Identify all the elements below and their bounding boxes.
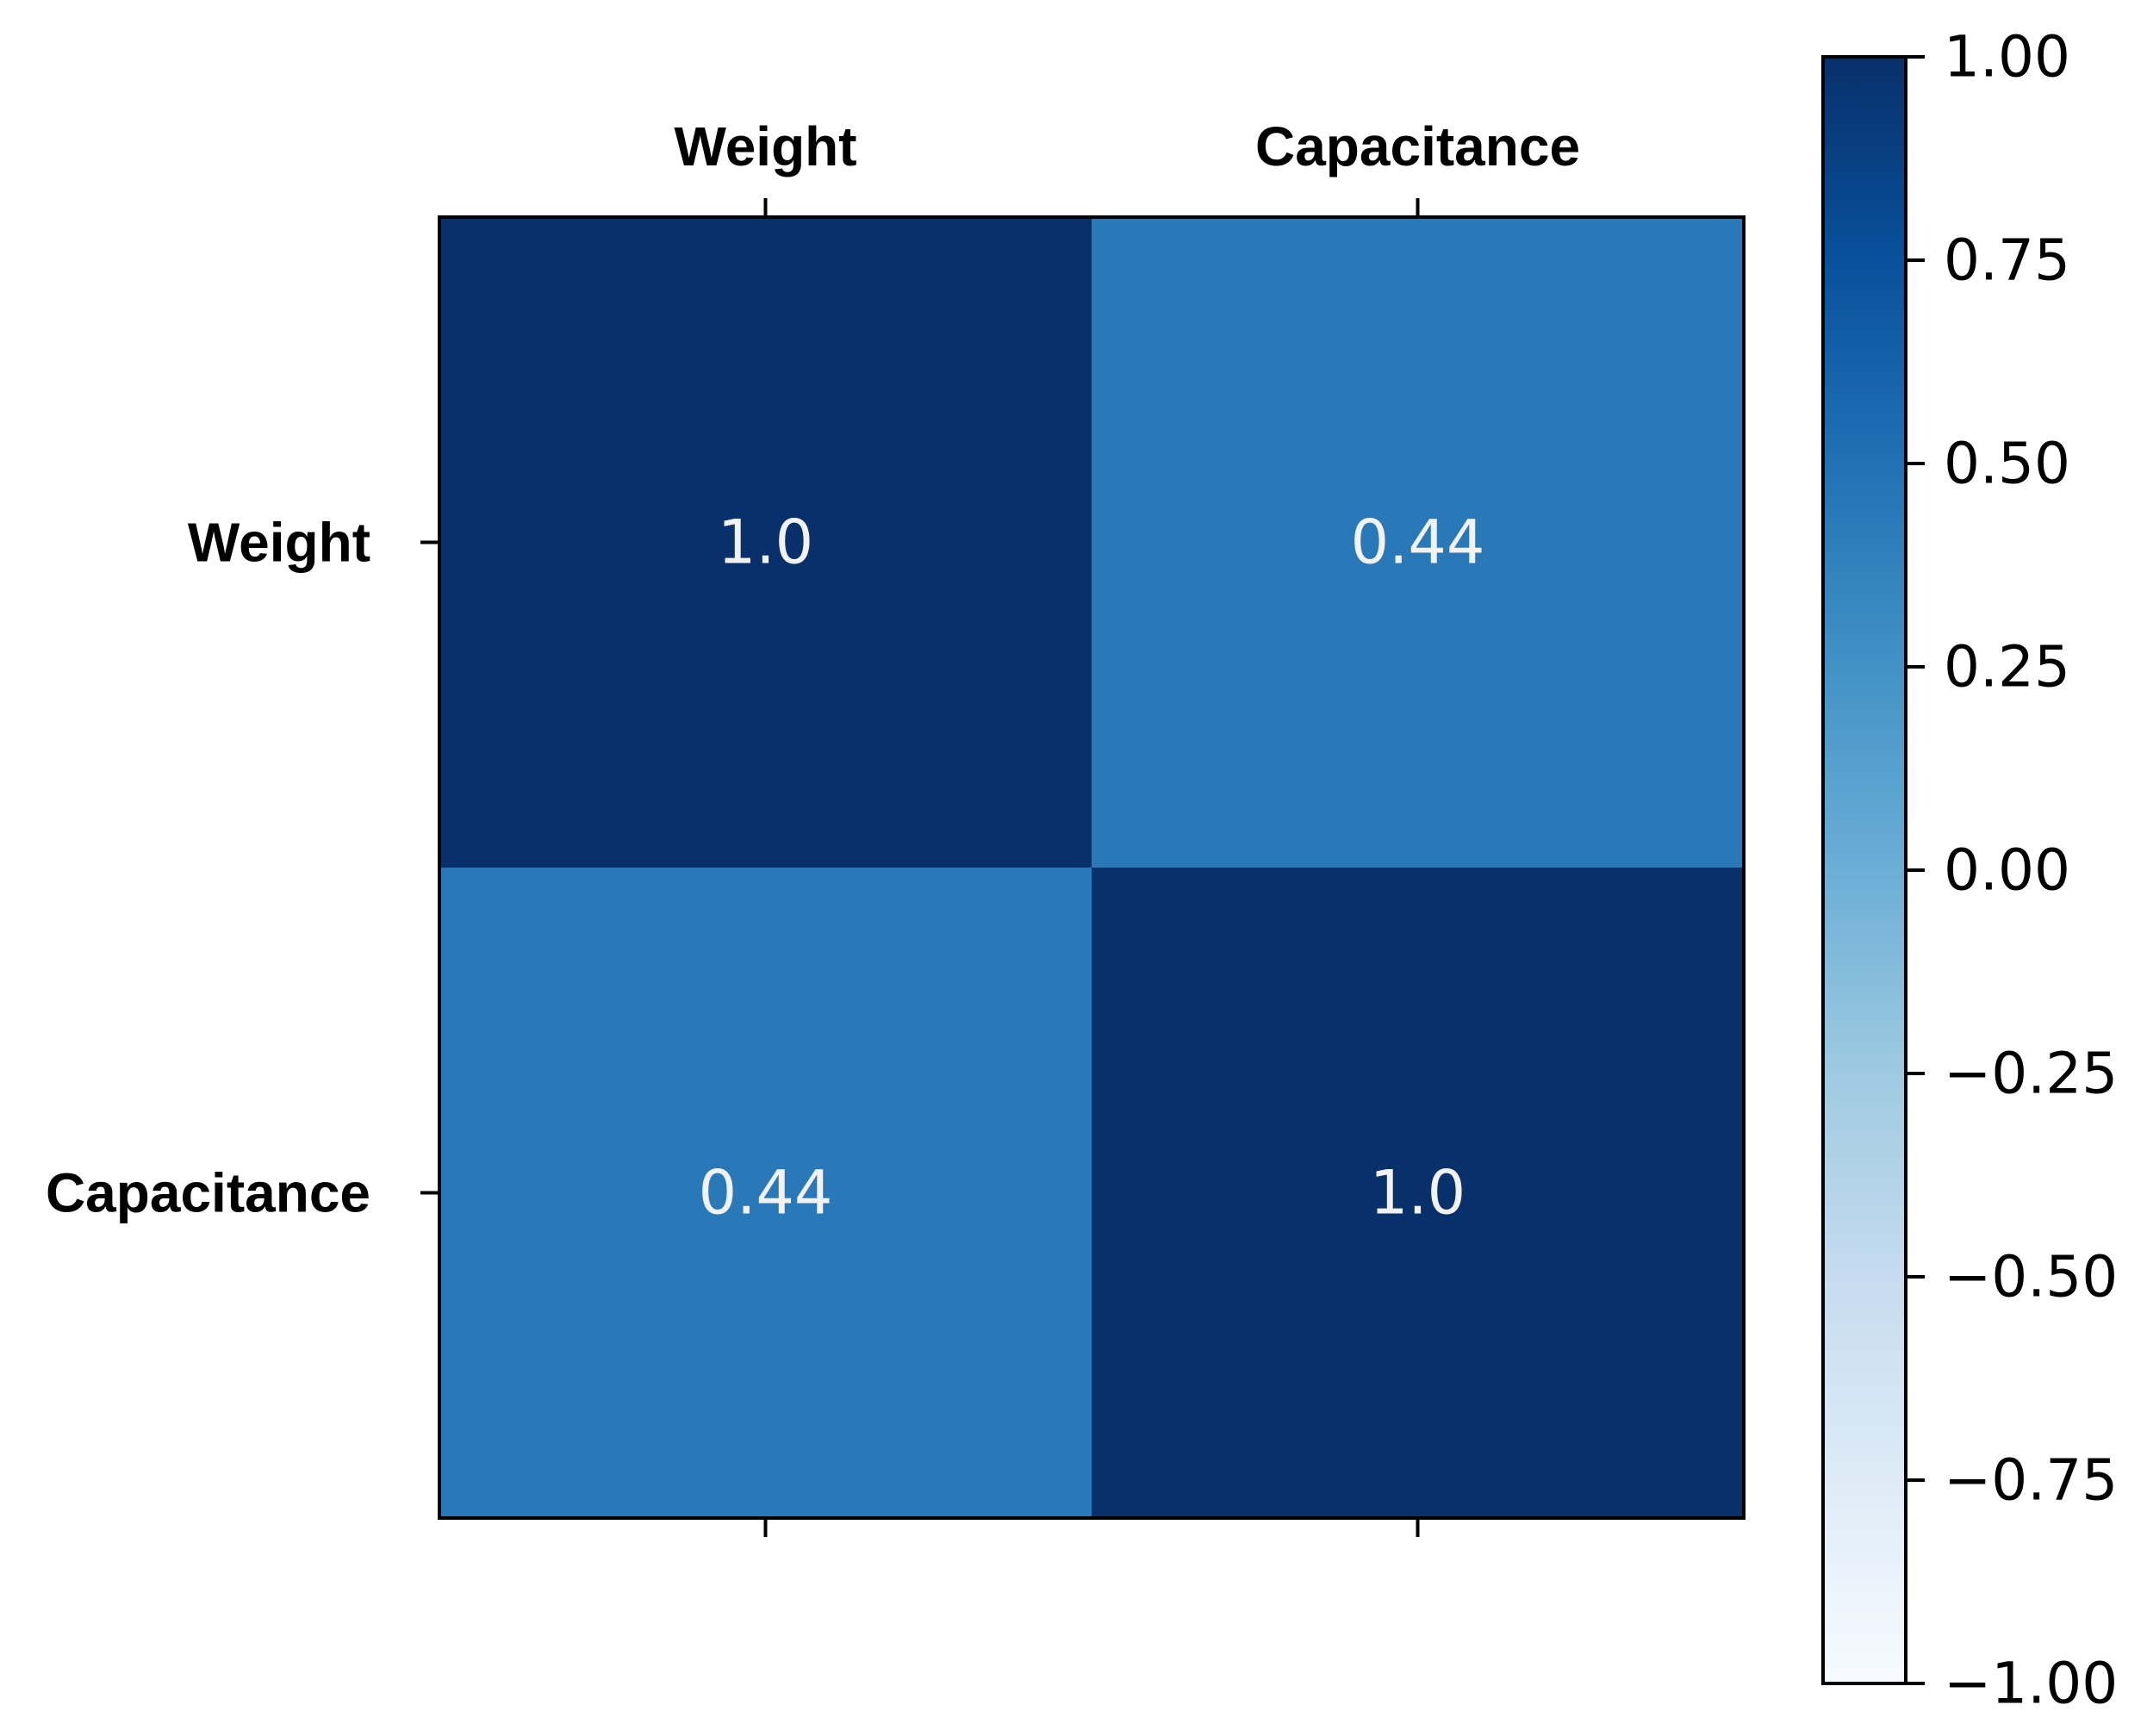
cell-label-0-1: 0.44 [1351, 507, 1485, 578]
y-tick-label-0: Weight [188, 512, 370, 574]
colorbar-tick-label-0: 1.00 [1944, 24, 2070, 90]
cell-label-0-0: 1.0 [718, 507, 813, 578]
colorbar-tick-label-6: −0.50 [1944, 1244, 2118, 1310]
colorbar-tick-label-2: 0.50 [1944, 431, 2070, 497]
y-tick-label-1: Capacitance [46, 1162, 370, 1224]
colorbar-gradient [1823, 57, 1906, 1683]
heatmap-cell-0-1 [1092, 217, 1745, 868]
heatmap-cell-1-1 [1092, 868, 1745, 1519]
cell-label-1-1: 1.0 [1370, 1158, 1466, 1229]
cell-labels: 1.0 0.44 0.44 1.0 [699, 507, 1485, 1229]
heatmap-cells [439, 217, 1745, 1519]
colorbar: 1.00 0.75 0.50 0.25 0.00 −0.25 −0.50 −0.75 −1.00 [1821, 24, 2118, 1717]
colorbar-tick-label-4: 0.00 [1944, 837, 2070, 904]
y-axis: Weight Capacitance [46, 512, 439, 1224]
colorbar-tick-label-1: 0.75 [1944, 227, 2070, 294]
colorbar-tick-label-3: 0.25 [1944, 634, 2070, 700]
heatmap-cell-0-0 [439, 217, 1092, 868]
colorbar-tick-label-8: −1.00 [1944, 1651, 2118, 1717]
colorbar-ticks: 1.00 0.75 0.50 0.25 0.00 −0.25 −0.50 −0.75 −1.00 [1906, 24, 2118, 1717]
heatmap-cell-1-0 [439, 868, 1092, 1519]
x-axis: Weight Capacitance [674, 115, 1580, 1537]
x-tick-label-0: Weight [674, 115, 856, 177]
colorbar-tick-label-5: −0.25 [1944, 1041, 2118, 1107]
x-tick-label-1: Capacitance [1255, 115, 1580, 177]
colorbar-tick-label-7: −0.75 [1944, 1447, 2118, 1514]
heatmap-frame [438, 215, 1746, 1520]
cell-label-1-0: 0.44 [699, 1158, 833, 1229]
